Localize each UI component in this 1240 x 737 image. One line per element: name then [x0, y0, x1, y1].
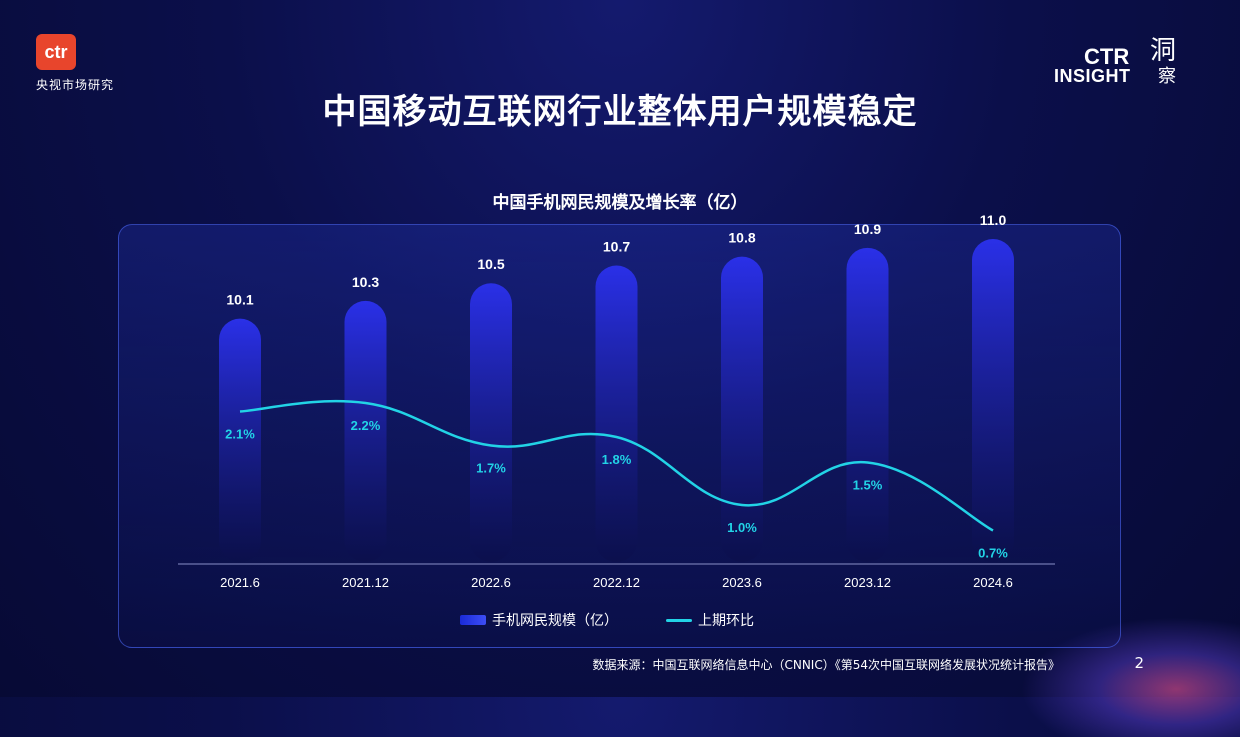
chart-legend: 手机网民规模（亿） 上期环比 [460, 610, 754, 630]
x-tick-label: 2023.12 [844, 575, 891, 590]
bar-2024.6 [972, 238, 1014, 562]
bar-value-label: 10.9 [854, 221, 881, 237]
bar-2023.12 [846, 247, 889, 562]
growth-value-label: 0.7% [978, 546, 1008, 561]
legend-line-swatch [666, 618, 692, 622]
x-tick-label: 2023.6 [722, 575, 762, 590]
growth-value-label: 1.0% [727, 520, 757, 535]
brand-cn-2: 察 [1158, 66, 1176, 87]
legend-item-line: 上期环比 [666, 610, 754, 630]
bar-2022.6 [470, 283, 512, 562]
legend-bar-swatch [460, 615, 486, 625]
bar-value-label: 10.1 [226, 292, 253, 308]
chart-title: 中国手机网民规模及增长率（亿） [492, 193, 748, 213]
growth-value-label: 2.2% [351, 418, 381, 433]
growth-line [239, 399, 994, 532]
growth-value-label: 2.1% [225, 427, 255, 442]
bar-value-label: 10.5 [477, 256, 504, 272]
brand-ctr: CTR [1084, 44, 1130, 69]
x-tick-label: 2021.12 [342, 575, 389, 590]
growth-value-label: 1.5% [853, 478, 883, 493]
brand-insight: INSIGHT [1054, 66, 1131, 86]
page-number: 2 [1134, 654, 1144, 672]
ctr-logo: ctr [36, 34, 76, 70]
x-tick-label: 2022.6 [471, 575, 511, 590]
bar-value-label: 10.7 [603, 239, 630, 255]
chart-svg: 10.1 2021.6 10.3 2021.12 10.5 2022.6 10.7 2022.… [178, 212, 1055, 590]
page-title: 中国移动互联网行业整体用户规模稳定 [322, 92, 918, 132]
x-tick-label: 2022.12 [593, 575, 640, 590]
legend-line-label: 上期环比 [698, 613, 754, 629]
bar-value-label: 11.0 [980, 212, 1007, 228]
ctr-insight-logo: CTR INSIGHT 洞 察 [1054, 30, 1204, 90]
logo-subtitle: 央视市场研究 [36, 78, 115, 92]
bar-value-label: 10.8 [728, 230, 755, 246]
source-note: 数据来源：中国互联网络信息中心（CNNIC）《第54次中国互联网络发展状况统计报… [592, 658, 1060, 672]
legend-bar-label: 手机网民规模（亿） [492, 613, 618, 629]
bar-value-label: 10.3 [352, 274, 379, 290]
bar-2023.6 [721, 256, 763, 562]
bar-2022.12 [595, 265, 638, 562]
bar-2021.6 [219, 318, 261, 562]
growth-value-label: 1.8% [602, 452, 632, 467]
brand-cn-1: 洞 [1150, 36, 1177, 66]
x-tick-label: 2024.6 [973, 575, 1013, 590]
legend-item-bar: 手机网民规模（亿） [460, 610, 618, 630]
growth-value-label: 1.7% [476, 461, 506, 476]
x-tick-label: 2021.6 [220, 575, 260, 590]
bar-2021.12 [344, 300, 387, 562]
